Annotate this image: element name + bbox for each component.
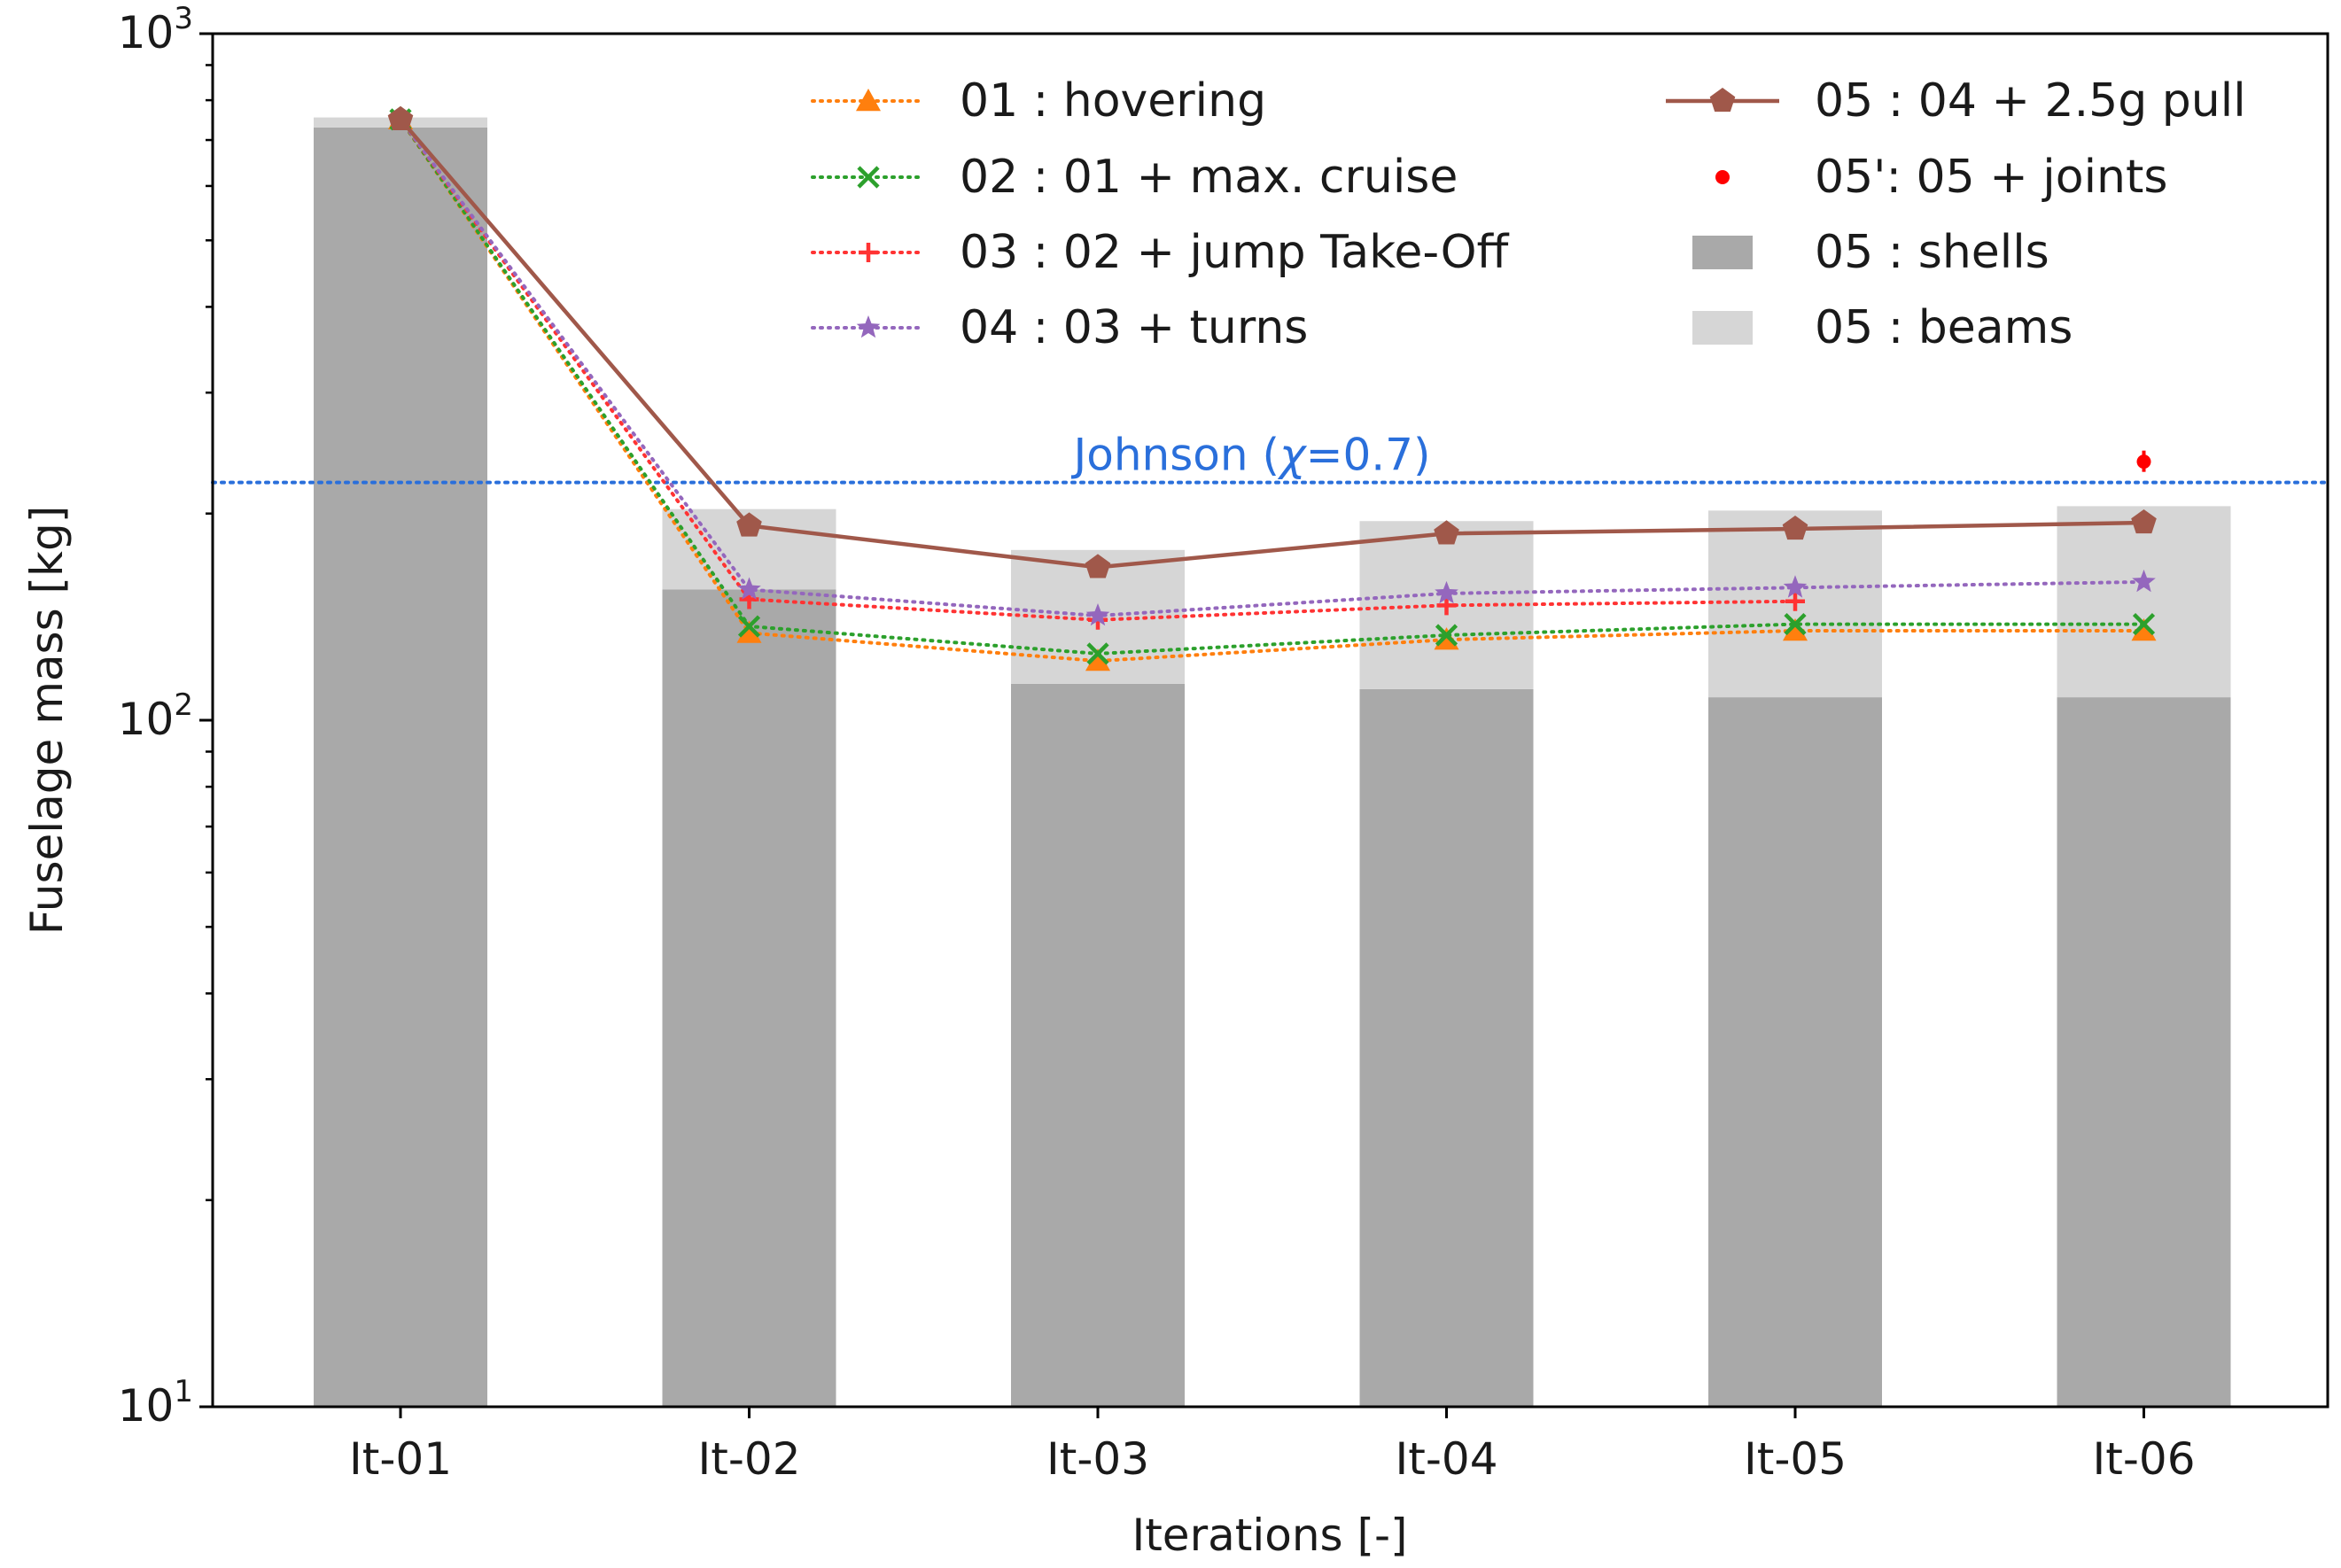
legend-label: 05 : beams xyxy=(1815,301,2073,354)
x-tick-label-it-01: It-01 xyxy=(349,1433,452,1485)
marker-05-04-2-5g-pull-it-02 xyxy=(736,512,762,537)
bar-05-shells-it-04 xyxy=(1359,688,1534,1407)
x-axis-label: Iterations [-] xyxy=(1132,1510,1407,1561)
bar-05-shells-it-01 xyxy=(314,127,487,1407)
legend-label: 05 : shells xyxy=(1815,226,2049,279)
y-tick-base: 10 xyxy=(118,694,175,745)
legend-label: 01 : hovering xyxy=(960,74,1266,128)
marker-02-01-max-cruise-it-05 xyxy=(1784,613,1807,636)
marker-01-hovering-it-06 xyxy=(2131,617,2157,641)
marker-02-01-max-cruise-it-04 xyxy=(1435,624,1458,647)
series-line-05-04-2-5g-pull xyxy=(399,118,2144,570)
series-02-01-max-cruise xyxy=(389,108,2156,665)
legend-item-05-shells: 05 : shells xyxy=(1692,226,2049,279)
legend-label: 02 : 01 + max. cruise xyxy=(960,151,1458,204)
marker-03-02-jump-take-off-it-04 xyxy=(1436,595,1457,616)
marker-04-03-turns-it-02 xyxy=(737,577,761,600)
marker-04-03-turns-it-04 xyxy=(1435,580,1458,604)
legend-label: 05 : 04 + 2.5g pull xyxy=(1815,74,2246,128)
y-axis-label: Fuselage mass [kg] xyxy=(21,506,73,935)
bar-05-shells-it-02 xyxy=(662,589,836,1407)
marker-04-03-turns-it-05 xyxy=(1783,575,1808,598)
legend-item-05-05-joints: 05': 05 + joints xyxy=(1715,151,2167,204)
bar-05-shells-it-06 xyxy=(2057,697,2231,1407)
series-05-04-2-5g-pull xyxy=(387,105,2157,578)
legend-label: 04 : 03 + turns xyxy=(960,301,1308,354)
bar-05-shells-it-05 xyxy=(1708,697,1882,1407)
legend-marker xyxy=(856,315,881,338)
legend-marker xyxy=(859,243,878,262)
legend-marker xyxy=(1709,88,1736,113)
legend-label: 05': 05 + joints xyxy=(1815,151,2167,204)
marker-05-04-2-5g-pull-it-04 xyxy=(1434,520,1459,545)
y-tick-base: 10 xyxy=(118,7,175,58)
marker-01-hovering-it-02 xyxy=(736,620,762,643)
y-tick-label: 102 xyxy=(118,687,193,745)
legend-marker xyxy=(1715,170,1730,184)
legend-swatch xyxy=(1692,311,1753,345)
legend-label: 03 : 02 + jump Take-Off xyxy=(960,226,1510,279)
legend-item-03-02-jump-take-off: 03 : 02 + jump Take-Off xyxy=(811,226,1510,279)
legend-item-04-03-turns: 04 : 03 + turns xyxy=(811,301,1308,354)
y-tick-label: 103 xyxy=(118,1,193,58)
marker-05-04-2-5g-pull-it-05 xyxy=(1782,516,1808,540)
series-line-01-hovering xyxy=(399,117,2146,664)
y-tick-exponent: 3 xyxy=(174,1,193,36)
marker-03-02-jump-take-off-it-05 xyxy=(1785,591,1805,611)
marker-02-01-max-cruise-it-06 xyxy=(2132,613,2156,636)
marker-05-04-2-5g-pull-it-03 xyxy=(1085,554,1111,578)
y-tick-label: 101 xyxy=(118,1374,193,1432)
x-tick-label-it-03: It-03 xyxy=(1046,1433,1149,1485)
legend-marker xyxy=(857,166,880,189)
marker-01-hovering-it-05 xyxy=(1783,617,1808,641)
reference-line-layer: Johnson (χ=0.7) xyxy=(211,430,2329,485)
series-line-02-01-max-cruise xyxy=(399,117,2146,656)
marker-04-03-turns-it-06 xyxy=(2132,569,2156,593)
y-tick-base: 10 xyxy=(118,1380,175,1432)
legend-item-05-beams: 05 : beams xyxy=(1692,301,2073,354)
y-tick-exponent: 1 xyxy=(174,1374,193,1409)
johnson-reference-label: Johnson (χ=0.7) xyxy=(1071,430,1431,481)
legend-swatch xyxy=(1692,236,1753,269)
legend-item-05-04-2-5g-pull: 05 : 04 + 2.5g pull xyxy=(1666,74,2246,128)
marker-04-03-turns-it-03 xyxy=(1085,603,1110,626)
point-05-05-joints xyxy=(2136,454,2151,470)
y-tick-exponent: 2 xyxy=(174,687,193,723)
x-tick-label-it-06: It-06 xyxy=(2092,1433,2195,1485)
legend-item-01-hovering: 01 : hovering xyxy=(811,74,1266,128)
x-tick-label-it-04: It-04 xyxy=(1395,1433,1497,1485)
legend-marker xyxy=(856,89,881,112)
series-line-04-03-turns xyxy=(399,117,2146,618)
bar-05-beams-it-06 xyxy=(2057,506,2231,698)
marker-01-hovering-it-03 xyxy=(1085,648,1110,671)
marker-05-04-2-5g-pull-it-01 xyxy=(387,105,414,130)
legend: 01 : hovering 02 : 01 + max. cruise 03 : 0… xyxy=(811,74,2246,354)
x-tick-label-it-02: It-02 xyxy=(697,1433,800,1485)
marker-02-01-max-cruise-it-02 xyxy=(737,615,761,638)
legend-item-02-01-max-cruise: 02 : 01 + max. cruise xyxy=(811,151,1458,204)
points-layer xyxy=(2136,450,2151,472)
bar-05-shells-it-03 xyxy=(1011,683,1185,1407)
marker-02-01-max-cruise-it-03 xyxy=(1086,642,1109,665)
series-layer xyxy=(387,105,2157,671)
marker-05-04-2-5g-pull-it-06 xyxy=(2131,509,2157,534)
johnson-label-suffix: =0.7) xyxy=(1306,430,1431,481)
x-tick-label-it-05: It-05 xyxy=(1744,1433,1847,1485)
johnson-label-symbol: χ xyxy=(1277,430,1308,481)
johnson-label-prefix: Johnson ( xyxy=(1071,430,1279,481)
